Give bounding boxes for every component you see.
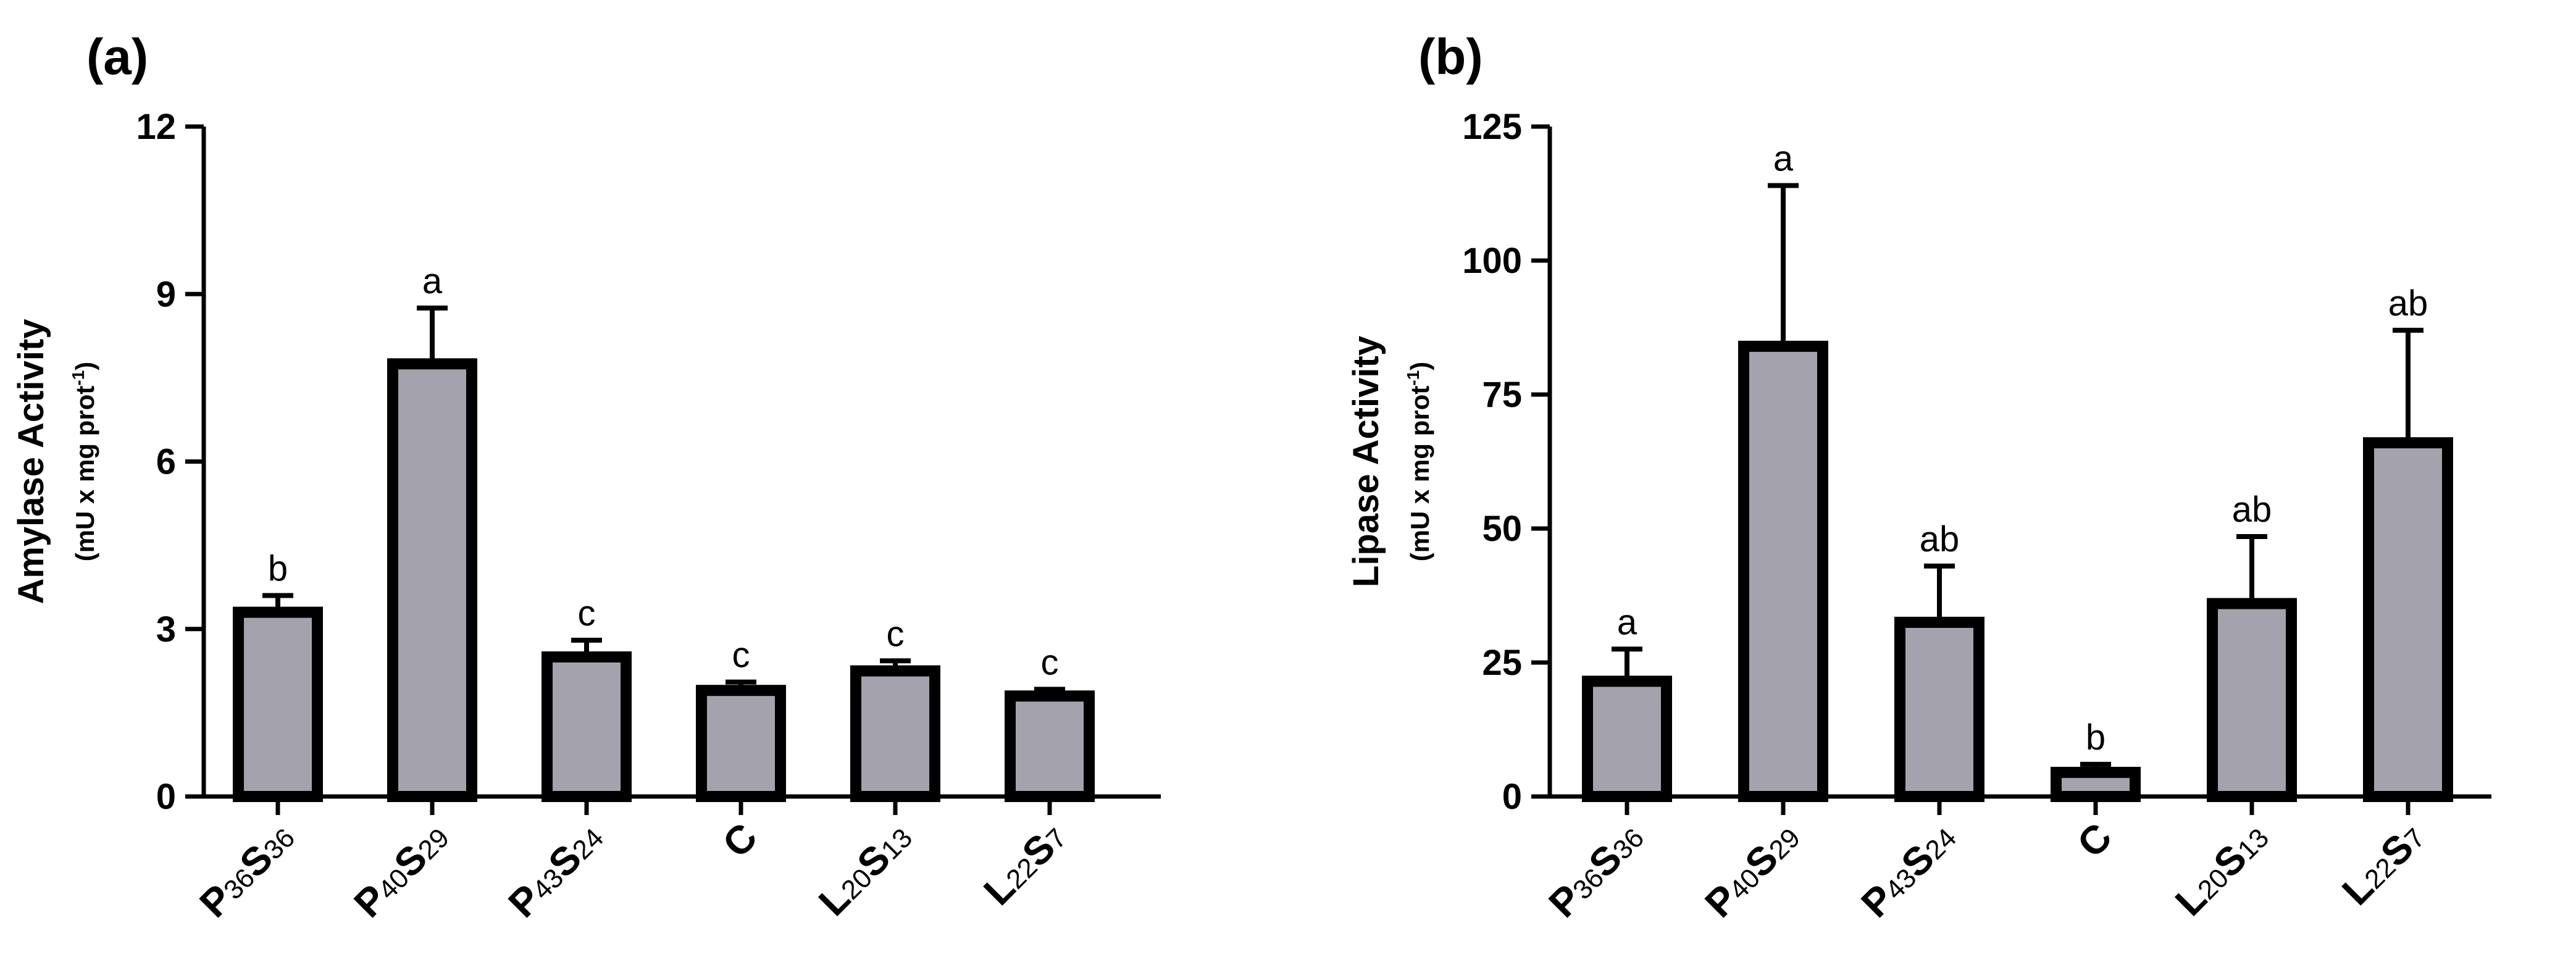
- y-tick-label: 0: [1502, 777, 1522, 817]
- bar-C: [2051, 766, 2141, 802]
- significance-label: c: [732, 635, 750, 675]
- bar-P40S29: [1738, 340, 1828, 802]
- x-tick-label: P36S36: [1540, 814, 1652, 926]
- significance-label: b: [268, 549, 288, 589]
- bar-L20S13: [850, 665, 940, 802]
- y-tick-label: 6: [156, 442, 176, 482]
- y-tick-label: 0: [156, 777, 176, 817]
- bar-L20S13: [2207, 598, 2297, 803]
- bar-P36S36: [233, 606, 323, 802]
- y-axis-unit: (mU x mg prot-1): [1403, 362, 1434, 562]
- y-tick-label: 50: [1482, 509, 1522, 549]
- y-tick-label: 12: [136, 107, 176, 147]
- significance-label: ab: [2388, 283, 2428, 324]
- bar-P36S36: [1582, 675, 1672, 802]
- x-tick-label: P36S36: [191, 814, 303, 926]
- x-tick-label: P43S24: [500, 814, 611, 926]
- y-axis-title: Lipase Activity: [1346, 336, 1386, 587]
- x-tick-label: L22S7: [975, 814, 1074, 914]
- x-tick-label: P43S24: [1852, 814, 1964, 926]
- bar-C: [696, 685, 786, 803]
- significance-label: c: [1041, 642, 1059, 682]
- y-tick-label: 9: [156, 274, 176, 314]
- bar-P40S29: [387, 358, 477, 802]
- bar-L22S7: [2363, 437, 2453, 802]
- x-tick-label: L22S7: [2333, 814, 2433, 914]
- x-tick-label: C: [714, 814, 766, 866]
- y-axis-title: Amylase Activity: [11, 319, 51, 604]
- y-tick-label: 100: [1462, 241, 1522, 281]
- y-tick-label: 75: [1482, 375, 1522, 415]
- chart-panel-1: (b) Lipase Activity (mU x mg prot-1) 0 25 50 7…: [1346, 29, 2491, 926]
- y-tick-label: 3: [156, 609, 176, 650]
- significance-label: a: [1617, 602, 1637, 642]
- significance-label: c: [578, 593, 596, 633]
- x-tick-label: L20S13: [810, 814, 920, 924]
- y-tick-label: 125: [1462, 107, 1522, 147]
- significance-label: a: [1773, 138, 1794, 178]
- bar-P43S24: [542, 651, 632, 803]
- x-tick-label: C: [2068, 814, 2120, 866]
- x-tick-label: P40S29: [1696, 814, 1808, 926]
- x-tick-label: L20S13: [2167, 814, 2277, 924]
- significance-label: a: [422, 261, 443, 301]
- significance-label: c: [887, 614, 905, 654]
- bar-L22S7: [1005, 690, 1095, 802]
- panel-label: (a): [86, 29, 148, 85]
- y-axis-unit: (mU x mg prot-1): [69, 362, 99, 562]
- x-tick-label: P40S29: [345, 814, 457, 926]
- significance-label: b: [2086, 717, 2106, 758]
- significance-label: ab: [1920, 519, 1960, 559]
- y-tick-label: 25: [1482, 643, 1522, 683]
- bar-P43S24: [1894, 616, 1984, 803]
- panel-label: (b): [1418, 29, 1483, 85]
- significance-label: ab: [2232, 490, 2272, 530]
- chart-panel-0: (a) Amylase Activity (mU x mg prot-1) 0 3 6 9 1…: [11, 29, 1161, 926]
